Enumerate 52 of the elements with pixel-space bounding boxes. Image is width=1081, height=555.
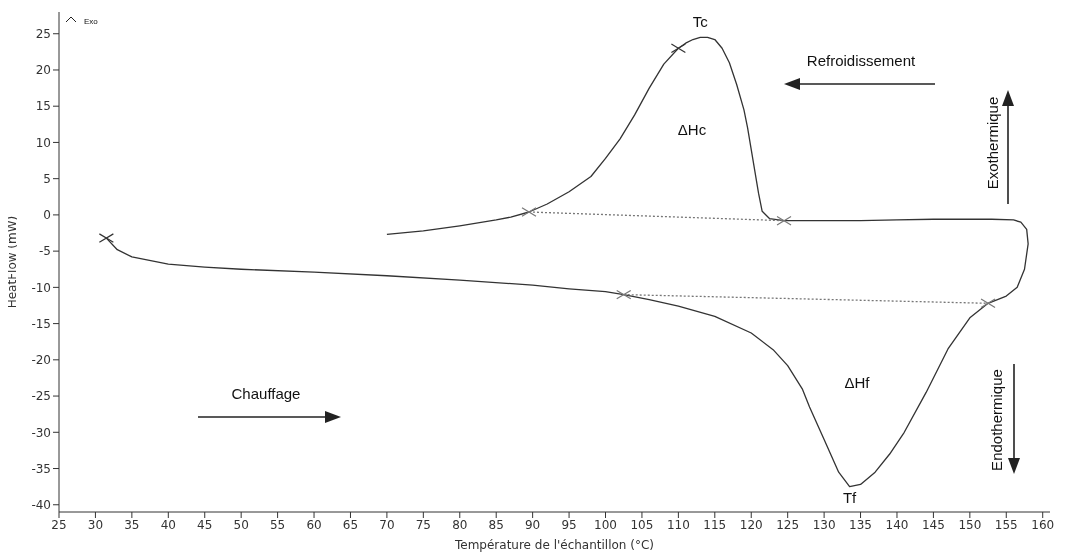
- y-tick-label: -35: [31, 461, 51, 476]
- annotation: Refroidissement: [806, 52, 917, 69]
- x-tick-label: 65: [342, 517, 359, 532]
- y-tick-label: 15: [35, 99, 51, 114]
- annotation: ΔHf: [844, 374, 871, 391]
- annotation: Exothermique: [984, 96, 1001, 190]
- x-tick-label: 130: [812, 517, 836, 532]
- y-tick-label: 10: [35, 135, 51, 150]
- x-axis-title: Température de l'échantillon (°C): [453, 538, 655, 552]
- x-tick-label: 35: [124, 517, 140, 532]
- x-tick-label: 100: [594, 517, 617, 532]
- annotation: ΔHc: [677, 121, 707, 138]
- x-tick-label: 125: [776, 517, 800, 532]
- y-tick-label: -20: [31, 353, 51, 368]
- x-tick-label: 110: [666, 517, 690, 532]
- x-tick-label: 85: [488, 517, 504, 532]
- annotation: Exo: [84, 17, 99, 26]
- y-tick-label: -10: [31, 280, 51, 295]
- x-tick-label: 135: [849, 517, 872, 532]
- x-tick-label: 150: [958, 517, 982, 532]
- x-tick-label: 160: [1031, 517, 1055, 532]
- x-tick-label: 95: [561, 517, 577, 532]
- y-tick-label: 0: [43, 208, 51, 223]
- y-tick-label: 20: [35, 63, 51, 78]
- x-tick-label: 45: [197, 517, 213, 532]
- x-tick-label: 55: [269, 517, 286, 532]
- x-tick-label: 105: [630, 517, 654, 532]
- x-tick-label: 30: [87, 517, 104, 532]
- x-tick-label: 120: [739, 517, 763, 532]
- annotation: Tc: [692, 13, 709, 31]
- y-tick-label: 25: [35, 27, 51, 41]
- y-tick-label: -15: [31, 316, 51, 331]
- annotation: Tf: [842, 488, 858, 506]
- y-tick-label: 5: [43, 171, 51, 186]
- y-axis-title: HeatFlow (mW): [5, 215, 20, 309]
- y-tick-label: -25: [31, 389, 51, 404]
- x-tick-label: 50: [233, 517, 249, 532]
- x-tick-label: 145: [921, 517, 945, 532]
- x-tick-label: 70: [379, 517, 395, 532]
- x-tick-label: 140: [885, 517, 909, 532]
- annotation: Endothermique: [988, 369, 1005, 471]
- x-tick-label: 40: [160, 517, 176, 532]
- x-tick-label: 80: [452, 517, 468, 532]
- y-tick-label: -40: [31, 498, 51, 513]
- y-tick-label: -5: [39, 244, 51, 259]
- x-tick-label: 90: [525, 517, 541, 532]
- x-tick-label: 115: [703, 517, 727, 532]
- x-tick-label: 60: [306, 517, 322, 532]
- x-tick-label: 75: [415, 517, 431, 532]
- x-tick-label: 155: [994, 517, 1018, 532]
- y-tick-label: -30: [31, 425, 51, 440]
- annotation: Chauffage: [231, 385, 301, 402]
